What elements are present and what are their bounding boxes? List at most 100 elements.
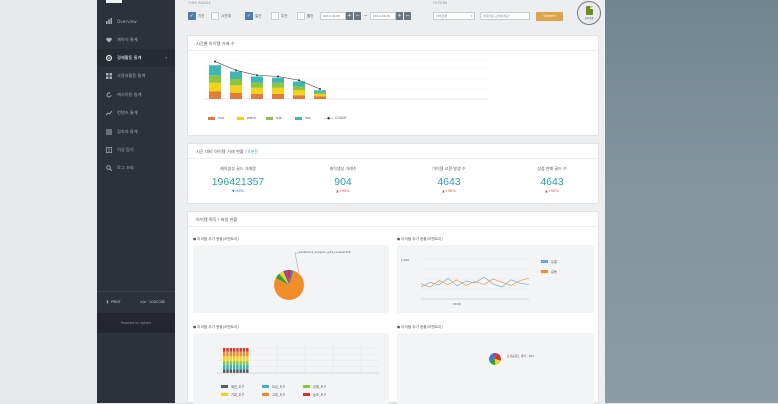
monthly-checkbox[interactable]: 월간 xyxy=(297,12,314,20)
gear-icon xyxy=(105,54,112,61)
bar-segment xyxy=(242,361,246,365)
card-title: 시간별 아이템 거래 수 xyxy=(188,36,598,51)
period-checkbox[interactable]: ✓ 기간 xyxy=(188,12,205,20)
panel-title: ● 아이템 추가 현황(이벤트이) xyxy=(397,237,443,241)
count-point xyxy=(214,60,216,63)
character-search-input[interactable]: 캐릭터를 검색하세요! xyxy=(480,12,530,20)
bar-segment xyxy=(251,94,263,99)
pie-slice xyxy=(283,270,289,285)
bar-segment xyxy=(209,82,221,92)
bar-segment xyxy=(242,351,246,357)
sidebar-item[interactable]: 계약이 통계 xyxy=(97,30,175,48)
bar-segment xyxy=(226,369,229,373)
y-tick: 1,000 xyxy=(401,258,410,262)
pie-slice xyxy=(275,273,289,285)
sidebar-item-label: 캐시이용 통계 xyxy=(117,91,142,97)
legend-item: 고위_도구 xyxy=(262,392,285,397)
pie-chart xyxy=(489,353,501,365)
small-pie-panel: 요율표준트 센터 : 303 xyxy=(397,333,594,404)
legend-item: 공예_도구 xyxy=(303,384,326,389)
bar-segment xyxy=(226,361,229,365)
sidebar-item-label: 계약이 통계 xyxy=(117,36,138,42)
legend-item: 유동 xyxy=(541,269,557,274)
stat-label: 캐릭생성 거래수 xyxy=(329,166,357,171)
stat-value: 904 xyxy=(334,176,352,188)
stat-item: 캐릭생성 거래수 904 ▲+96% xyxy=(298,166,388,193)
bar-segment xyxy=(272,94,284,99)
check-icon: ✓ xyxy=(188,12,196,20)
pie-slice xyxy=(274,270,304,300)
bar-segment xyxy=(251,76,263,83)
bar-segment xyxy=(223,364,226,370)
bar-segment xyxy=(209,91,221,99)
count-point xyxy=(235,69,237,72)
bar-segment xyxy=(293,95,305,99)
sidebar-item[interactable]: 접속자 통계 xyxy=(97,122,175,140)
stat-change: ▲+96% xyxy=(545,189,559,193)
legend-item: 유결 xyxy=(541,259,557,264)
panel-title: ● 아이템 추가 현황(이벤트이) xyxy=(193,237,239,241)
search-button[interactable]: Search xyxy=(536,12,563,21)
left-background xyxy=(0,0,97,403)
stacked-bar-chart xyxy=(217,343,379,374)
bar-segment xyxy=(232,351,236,357)
x-tick: 00:00 xyxy=(453,302,462,306)
weekly-checkbox[interactable]: 주간 xyxy=(271,12,288,20)
legend-item: 기록_도구 xyxy=(221,392,244,397)
pie-chart-panel: kanzfonts1_dungeon_gr16_renewal 259 xyxy=(193,245,389,313)
date-separator: ~ xyxy=(364,13,368,18)
sidebar-item[interactable]: 캐시이용 통계 xyxy=(97,86,175,104)
stat-label: 상점 판매 골드 수 xyxy=(537,166,567,171)
stat-item: 캐릭생성 골드 거래량 196421357 ▼-96% xyxy=(193,166,283,193)
pie-chart xyxy=(274,252,304,300)
sidebar-item[interactable]: 컨텐츠 통계 xyxy=(97,104,175,122)
daily-checkbox[interactable]: ✓ 일간 xyxy=(245,12,262,20)
date-from-minus-button[interactable]: − xyxy=(354,12,361,20)
bar-segment xyxy=(230,92,242,99)
count-point xyxy=(319,88,321,90)
legend-item: has xyxy=(295,116,311,120)
date-to-plus-button[interactable]: + xyxy=(396,12,403,20)
sidebar-item[interactable]: 로그 조회 xyxy=(97,159,175,177)
bar-segment xyxy=(239,369,242,373)
print-button[interactable]: ⫼ PRINT xyxy=(106,299,121,304)
stat-item: 상점 판매 골드 수 4643 ▲+96% xyxy=(507,166,597,193)
series-line xyxy=(420,276,530,288)
bar-segment xyxy=(272,77,284,83)
bar-segment xyxy=(230,85,242,93)
bar-segment xyxy=(239,351,242,357)
logo[interactable] xyxy=(106,0,122,3)
sidebar-item[interactable]: Overview xyxy=(97,12,175,30)
sidebar-item-label: 경제활동 통계 xyxy=(117,54,142,60)
bar-segment xyxy=(226,356,229,362)
date-to-minus-button[interactable]: − xyxy=(404,12,411,20)
bar-segment xyxy=(229,361,232,365)
stat-change: ▲+96% xyxy=(336,189,350,193)
timeslot-checkbox[interactable]: 시간대 xyxy=(211,12,231,20)
sidebar-item[interactable]: 경제활동 통계 › xyxy=(97,48,175,68)
sidebar-item[interactable]: 사용자활동 통계 xyxy=(97,67,175,85)
refresh-icon xyxy=(105,91,112,98)
server-select[interactable]: 서버전체 ▾ xyxy=(433,12,475,20)
date-to-input[interactable]: 2014.04.05 xyxy=(370,12,396,20)
bar-segment xyxy=(242,364,246,370)
pie-slice xyxy=(489,359,496,365)
bar-segment xyxy=(314,96,326,99)
count-point xyxy=(298,79,300,82)
bar-segment xyxy=(239,348,242,352)
pie-annotation: 요율표준트 센터 : 303 xyxy=(507,354,534,358)
legend-item: 제한_도구 xyxy=(221,384,244,389)
date-from-plus-button[interactable]: + xyxy=(346,12,353,20)
bar-segment xyxy=(272,87,284,94)
bar-segment xyxy=(246,369,249,373)
bar-segment xyxy=(242,369,246,373)
stat-label: 캐릭생성 골드 거래량 xyxy=(220,166,256,171)
pie-slice xyxy=(279,271,289,285)
pie-slice xyxy=(289,270,294,285)
date-from-input[interactable]: 2014.04.05 xyxy=(320,12,346,20)
line-chart-panel: 1,000 00:00 유결 유동 xyxy=(397,245,594,313)
count-point xyxy=(256,74,258,77)
sidebar-item[interactable]: 이상 탐지 xyxy=(97,141,175,159)
avatar[interactable]: 유저이름 xyxy=(577,1,601,25)
logcode-button[interactable]: </> LOGCODE xyxy=(139,299,166,304)
